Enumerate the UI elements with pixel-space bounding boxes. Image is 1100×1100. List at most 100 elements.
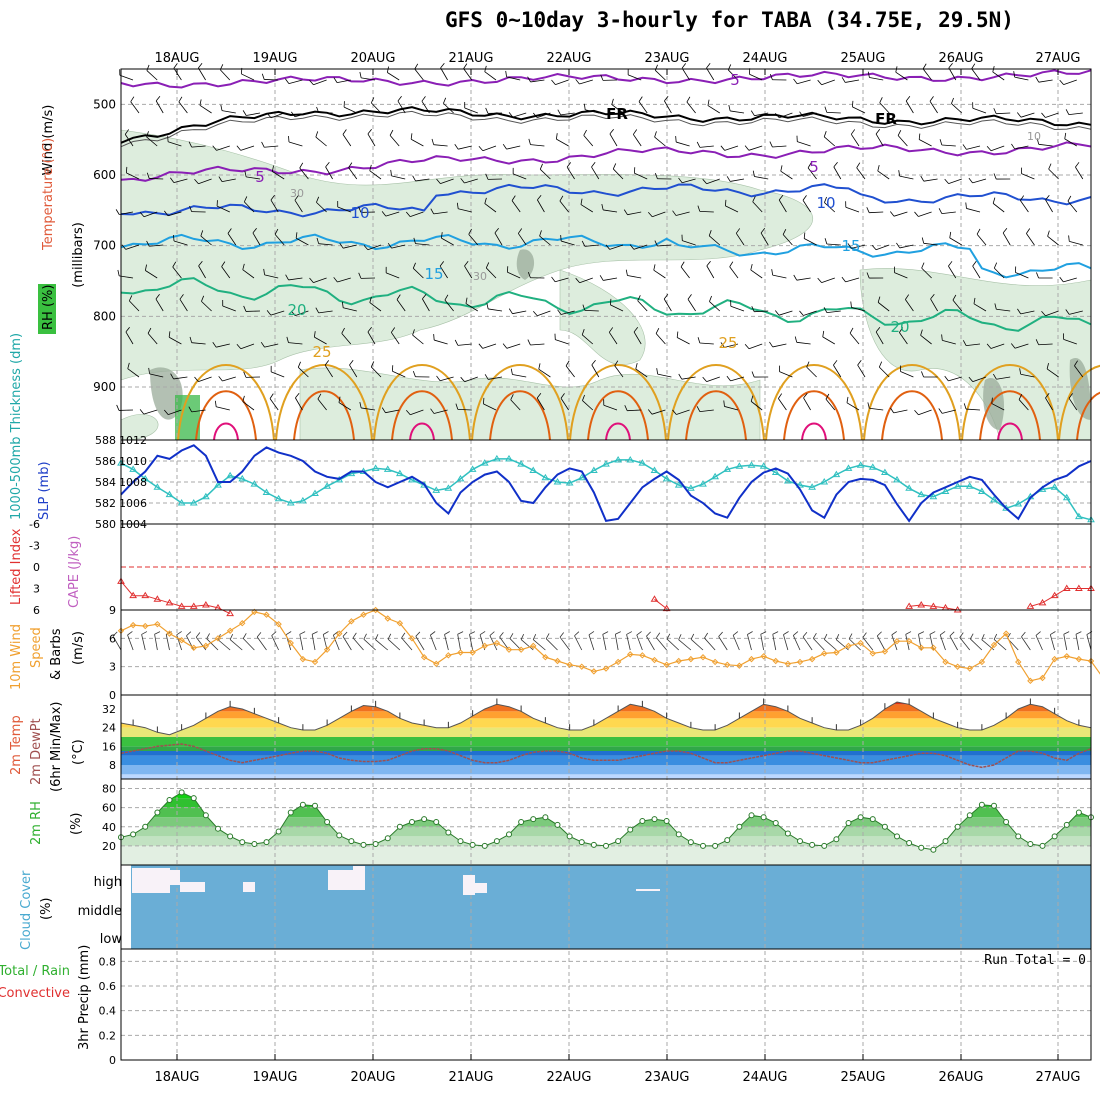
wind-barb [704, 637, 716, 651]
upper-wind-barb [894, 272, 908, 279]
upper-wind-barb [560, 398, 569, 411]
rh-tick-label: 20 [102, 840, 116, 853]
wind-barb [352, 637, 364, 651]
upper-wind-barb [369, 170, 382, 180]
wind-barb-flag [969, 633, 974, 640]
upper-wind-barb-flag [968, 376, 974, 382]
upper-wind-barb-flag [871, 245, 877, 251]
upper-wind-barb-flag [146, 240, 150, 247]
upper-wind-barb-flag [266, 310, 272, 316]
wind-barb-flag [242, 633, 247, 639]
rh-point [918, 844, 925, 851]
wind-barb [602, 634, 607, 651]
upper-wind-barb-flag [841, 276, 846, 283]
li-point [201, 601, 210, 608]
upper-wind-barb [657, 373, 672, 378]
upper-wind-barb-flag [1074, 360, 1078, 366]
upper-wind-barb [244, 201, 255, 213]
upper-wind-barb [966, 208, 981, 213]
wind-speed-point [845, 642, 852, 650]
upper-wind-barb-flag [850, 129, 856, 135]
thickness-point [492, 454, 501, 462]
wind-barb-flag [342, 631, 348, 637]
upper-wind-barb-flag [252, 227, 257, 234]
upper-wind-barb [288, 277, 303, 281]
upper-wind-barb [149, 178, 164, 180]
wind-barb-flag [430, 631, 436, 636]
upper-wind-barb-flag [612, 163, 617, 170]
wind-speed-point [311, 658, 319, 666]
upper-wind-barb-flag [269, 393, 274, 399]
contour-label: 15 [424, 265, 443, 283]
upper-wind-barb-flag [502, 143, 507, 150]
upper-wind-barb-flag [991, 397, 993, 404]
upper-wind-barb-flag [188, 141, 193, 148]
upper-wind-barb-flag [938, 208, 943, 214]
rh-point [130, 831, 137, 838]
upper-wind-barb [482, 145, 497, 152]
upper-wind-barb [632, 134, 642, 147]
upper-wind-barb [343, 106, 357, 114]
rh-point [603, 842, 609, 849]
upper-wind-barb [652, 211, 666, 218]
upper-wind-barb [511, 200, 521, 213]
upper-wind-barb-flag [413, 237, 416, 244]
rh-point [712, 842, 719, 849]
upper-wind-barb [806, 366, 817, 378]
wind-barb-flag [783, 631, 789, 635]
ylabel-convective: Convective [0, 986, 70, 1001]
upper-wind-barb [422, 298, 430, 312]
upper-wind-barb [1063, 277, 1077, 283]
rh-point [651, 816, 658, 823]
upper-wind-barb [252, 232, 261, 246]
upper-wind-barb [802, 200, 811, 213]
wind-barb-flag [387, 633, 392, 640]
cloud-clear-patch [243, 882, 255, 892]
upper-wind-barb [869, 407, 884, 411]
upper-wind-barb-flag [242, 110, 247, 116]
upper-wind-barb-flag [675, 136, 677, 143]
upper-wind-barb [1014, 76, 1029, 81]
upper-wind-barb-flag [707, 99, 710, 106]
wind-barb [1021, 636, 1031, 651]
upper-wind-barb-flag [944, 375, 949, 382]
upper-wind-barb-flag [494, 227, 499, 234]
upper-wind-barb-flag [536, 393, 542, 399]
ylabel-cape: CAPE (J/kg) [67, 536, 82, 608]
date-label-bottom: 25AUG [840, 1070, 885, 1085]
contour-label: 30 [473, 270, 487, 283]
upper-wind-barb [637, 300, 648, 312]
wind-speed-point [808, 655, 816, 663]
upper-wind-barb-flag [632, 129, 638, 135]
wind-speed-point [651, 656, 658, 664]
wind-speed-point [772, 657, 779, 665]
rh-point [554, 821, 561, 828]
thickness-point [129, 465, 138, 472]
rh-point [493, 838, 500, 845]
ylabel-wind-speed: Speed [29, 627, 44, 668]
upper-wind-barb [1020, 112, 1035, 118]
upper-wind-barb-flag [794, 336, 798, 343]
wind-speed-point [433, 660, 440, 668]
upper-wind-barb [198, 178, 212, 185]
ylabel-temp-unit: (°C) [71, 739, 86, 765]
upper-wind-barb-flag [121, 244, 127, 250]
upper-wind-barb-flag [559, 195, 564, 202]
date-label-bottom: 24AUG [742, 1070, 787, 1085]
upper-wind-barb [699, 409, 714, 413]
upper-wind-barb [458, 208, 472, 213]
upper-wind-barb-flag [1075, 162, 1080, 168]
upper-wind-barb [387, 72, 400, 81]
thickness-point [711, 472, 720, 480]
upper-wind-barb [778, 199, 787, 213]
upper-wind-barb-flag [511, 195, 516, 201]
upper-wind-barb [1047, 236, 1059, 246]
temp-contour-35 [409, 422, 435, 441]
wind-tick-label: 6 [109, 632, 116, 645]
upper-wind-barb-flag [696, 141, 701, 148]
wind-speed-point [554, 657, 561, 665]
li-point [917, 601, 926, 608]
upper-wind-barb [125, 331, 134, 345]
upper-wind-barb-flag [146, 131, 149, 138]
upper-wind-barb-flag [822, 330, 825, 337]
